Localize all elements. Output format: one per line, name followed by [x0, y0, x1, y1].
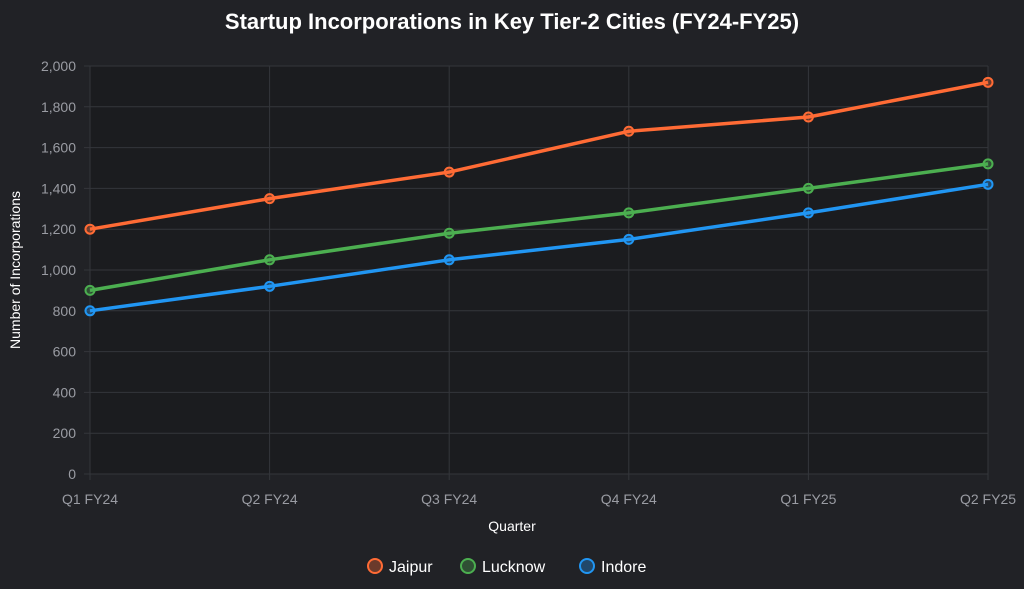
- data-point: [982, 158, 994, 170]
- data-point: [264, 193, 276, 205]
- data-point: [264, 280, 276, 292]
- data-point: [982, 178, 994, 190]
- y-tick-label: 1,400: [41, 180, 76, 196]
- data-point: [802, 182, 814, 194]
- chart-title: Startup Incorporations in Key Tier-2 Cit…: [225, 9, 799, 34]
- y-tick-label: 1,600: [41, 140, 76, 156]
- data-point: [264, 254, 276, 266]
- y-tick-label: 800: [53, 303, 77, 319]
- x-tick-label: Q3 FY24: [421, 491, 477, 507]
- x-tick-label: Q1 FY25: [780, 491, 836, 507]
- series-lucknow: [84, 158, 994, 296]
- data-point: [84, 223, 96, 235]
- x-tick-label: Q1 FY24: [62, 491, 118, 507]
- legend-item-lucknow: Lucknow: [460, 558, 546, 576]
- y-tick-label: 0: [68, 466, 76, 482]
- data-point: [802, 207, 814, 219]
- legend-marker: [579, 558, 595, 574]
- data-point: [623, 125, 635, 137]
- data-point: [982, 76, 994, 88]
- y-tick-label: 2,000: [41, 58, 76, 74]
- data-point: [443, 166, 455, 178]
- legend-label: Lucknow: [482, 559, 546, 576]
- y-tick-label: 200: [53, 425, 77, 441]
- data-point: [84, 305, 96, 317]
- data-point: [802, 111, 814, 123]
- x-tick-label: Q2 FY25: [960, 491, 1016, 507]
- y-tick-label: 600: [53, 344, 77, 360]
- data-point: [623, 233, 635, 245]
- data-point: [443, 227, 455, 239]
- y-tick-label: 1,000: [41, 262, 76, 278]
- y-tick-label: 1,800: [41, 99, 76, 115]
- series-line: [89, 162, 989, 293]
- x-tick-label: Q2 FY24: [242, 491, 298, 507]
- series-indore: [84, 178, 994, 317]
- legend-item-indore: Indore: [579, 558, 646, 576]
- legend-marker: [460, 558, 476, 574]
- series-line: [89, 182, 989, 313]
- legend-label: Indore: [601, 559, 646, 576]
- grid: [84, 65, 989, 480]
- legend-marker: [367, 558, 383, 574]
- legend: Jaipur Lucknow Indore: [367, 558, 646, 576]
- legend-item-jaipur: Jaipur: [367, 558, 433, 576]
- data-point: [443, 254, 455, 266]
- x-axis-label: Quarter: [488, 518, 536, 534]
- data-point: [84, 284, 96, 296]
- y-tick-label: 400: [53, 384, 77, 400]
- legend-label: Jaipur: [389, 559, 433, 576]
- series-jaipur: [84, 76, 994, 235]
- y-axis-label: Number of Incorporations: [7, 191, 23, 349]
- y-tick-label: 1,200: [41, 221, 76, 237]
- x-tick-label: Q4 FY24: [601, 491, 657, 507]
- data-point: [623, 207, 635, 219]
- series-line: [89, 80, 989, 231]
